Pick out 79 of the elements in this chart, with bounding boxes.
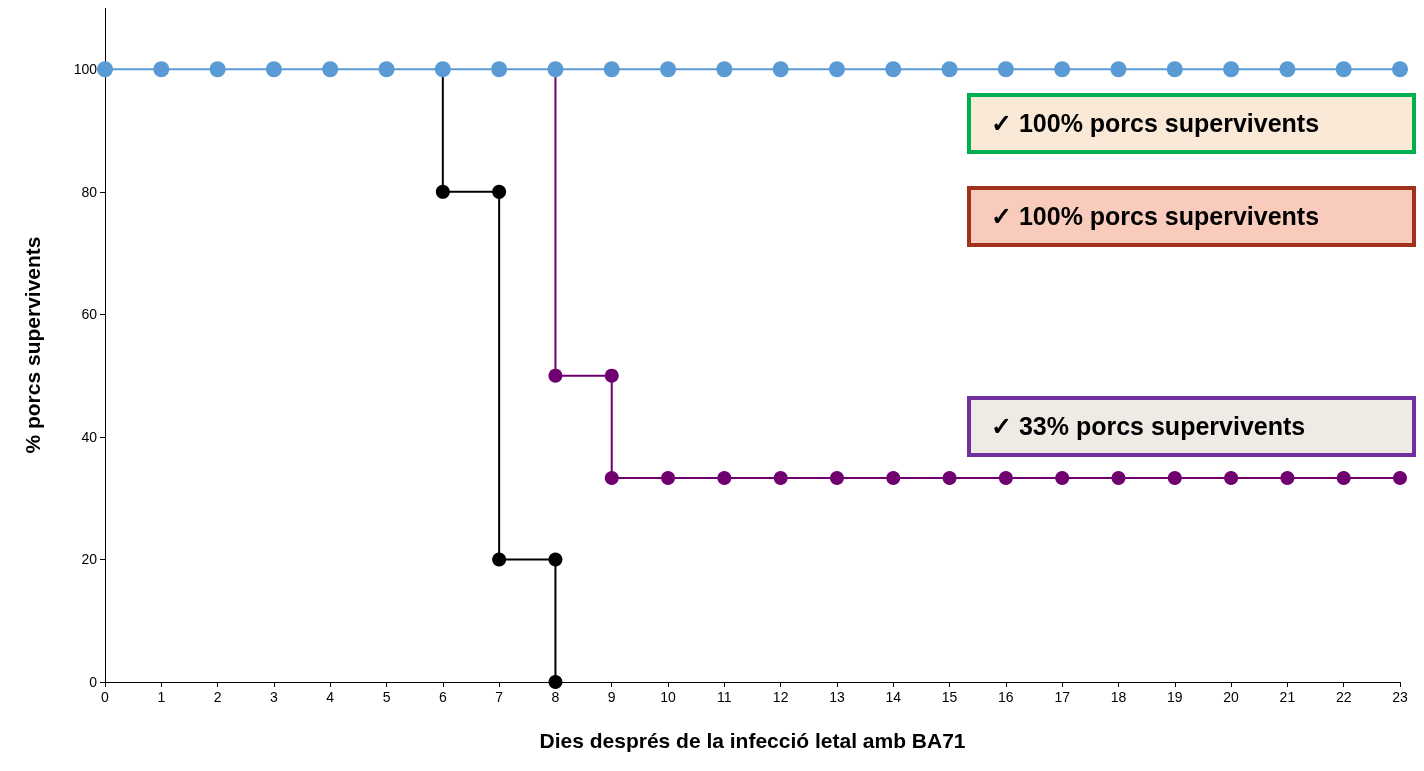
x-tick-label: 18 <box>1110 689 1127 705</box>
x-tick-label: 16 <box>998 689 1014 705</box>
x-tick-label: 23 <box>1392 689 1408 705</box>
point <box>661 470 676 485</box>
x-tick-label: 5 <box>382 689 391 705</box>
x-tick-label: 10 <box>660 689 677 705</box>
point <box>378 61 395 78</box>
x-tick-label: 11 <box>717 689 732 705</box>
x-axis-title: Dies després de la infecció letal amb BA71 <box>539 729 966 752</box>
point <box>153 61 170 78</box>
x-tick-label: 17 <box>1054 689 1071 705</box>
x-tick-label: 4 <box>326 689 335 705</box>
point <box>97 61 113 78</box>
x-tick-label: 3 <box>270 689 279 705</box>
point <box>1111 470 1126 485</box>
y-tick-label: 40 <box>81 428 98 445</box>
point <box>1279 61 1296 78</box>
point <box>322 61 339 78</box>
point <box>1392 61 1408 78</box>
x-tick-label: 15 <box>941 689 958 705</box>
y-tick-label: 0 <box>89 674 98 690</box>
x-tick-label: 7 <box>495 689 504 705</box>
x-tick-label: 19 <box>1166 689 1183 705</box>
point <box>716 61 733 78</box>
y-axis-title: % porcs supervivents <box>21 236 44 454</box>
point <box>265 61 282 78</box>
x-tick-label: 20 <box>1223 689 1240 705</box>
y-tick-label: 60 <box>81 306 98 323</box>
point <box>604 470 619 485</box>
x-tick-label: 2 <box>213 689 222 705</box>
point <box>604 368 619 383</box>
point <box>492 552 507 567</box>
point <box>1223 61 1240 78</box>
point <box>828 61 845 78</box>
point <box>829 470 844 485</box>
point <box>548 675 563 689</box>
x-tick-label: 13 <box>829 689 845 705</box>
point <box>1055 470 1070 485</box>
point <box>942 470 957 485</box>
point <box>491 61 508 78</box>
note-box: ✓ 33% porcs supervivents <box>967 396 1416 457</box>
point <box>435 184 450 199</box>
point <box>209 61 226 78</box>
x-tick-label: 6 <box>438 689 447 705</box>
y-tick-label: 100 <box>73 61 98 78</box>
point <box>1110 61 1127 78</box>
point <box>998 470 1013 485</box>
point <box>941 61 958 78</box>
note-box: ✓ 100% porcs supervivents <box>967 93 1416 154</box>
x-tick-label: 8 <box>551 689 560 705</box>
point <box>492 184 507 199</box>
point <box>773 470 788 485</box>
point <box>603 61 620 78</box>
point <box>548 552 563 567</box>
x-tick-label: 14 <box>885 689 902 705</box>
point <box>885 61 902 78</box>
point <box>772 61 789 78</box>
y-tick-label: 20 <box>81 551 98 568</box>
point <box>886 470 901 485</box>
point <box>1393 470 1407 485</box>
point <box>1336 470 1351 485</box>
y-tick-label: 80 <box>81 183 98 200</box>
point <box>1224 470 1239 485</box>
point <box>1280 470 1295 485</box>
point <box>1335 61 1352 78</box>
point <box>548 368 563 383</box>
x-tick-label: 12 <box>772 689 789 705</box>
x-tick-label: 22 <box>1335 689 1352 705</box>
point <box>997 61 1014 78</box>
point <box>1054 61 1071 78</box>
point <box>717 470 732 485</box>
note-box: ✓ 100% porcs supervivents <box>967 186 1416 247</box>
x-tick-label: 1 <box>157 689 166 705</box>
point <box>1167 470 1182 485</box>
x-tick-label: 9 <box>607 689 616 705</box>
point <box>660 61 677 78</box>
x-tick-label: 0 <box>101 689 110 705</box>
point <box>1166 61 1183 78</box>
x-tick-label: 21 <box>1279 689 1296 705</box>
